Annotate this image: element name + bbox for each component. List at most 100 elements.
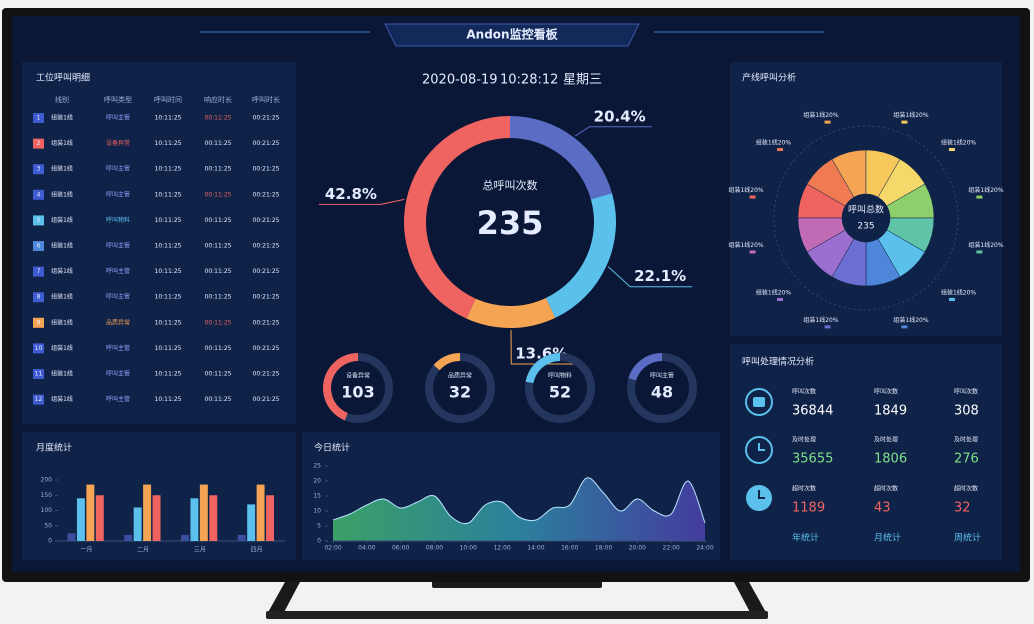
y-tick-label: 100: [41, 507, 53, 514]
leader-line: [318, 198, 405, 205]
date: 2020-08-19: [422, 73, 498, 88]
stat-value: 36844: [792, 404, 833, 419]
table-cell: 00:11:25: [205, 191, 232, 198]
header-frame: [384, 23, 640, 47]
x-tick-label: 二月: [137, 547, 149, 554]
row-badge: [33, 317, 44, 328]
row-number: 7: [37, 268, 41, 275]
leader-line: [607, 266, 693, 288]
column-header: 呼叫类型: [104, 95, 132, 104]
row-badge: [33, 189, 44, 200]
bar: [152, 495, 161, 541]
y-tick-label: 5: [317, 523, 321, 530]
rose-total: 235: [857, 222, 874, 232]
donut-segment: [403, 116, 510, 319]
row-number: 1: [37, 115, 41, 122]
panel-title: 工位呼叫明细: [36, 72, 90, 84]
bar: [247, 504, 256, 541]
table-cell: 00:11:25: [205, 319, 232, 326]
table-cell: 00:21:25: [253, 166, 280, 173]
row-badge: [33, 215, 44, 226]
table-cell: 组装1线: [51, 114, 73, 122]
gauge-label: 呼叫物料: [548, 372, 572, 380]
gauge-value: 103: [341, 383, 374, 402]
table-cell: 组装1线: [51, 293, 73, 301]
bar: [180, 534, 189, 541]
rose-label-marker: [976, 250, 983, 254]
row-badge: [33, 343, 44, 354]
bar: [190, 498, 199, 541]
table-cell: 组装1线: [51, 139, 73, 147]
table-cell: 00:21:25: [253, 396, 280, 403]
icon-handled: [745, 436, 773, 464]
table-cell: 00:11:25: [205, 396, 232, 403]
row-number: 8: [37, 294, 41, 301]
stat-label: 呼叫次数: [874, 388, 898, 396]
gauge-label: 品质异常: [448, 372, 472, 380]
x-tick-label: 一月: [80, 547, 92, 554]
table-cell: 呼叫物料: [106, 216, 130, 224]
row-number: 10: [35, 345, 43, 352]
table-cell: 10:11:25: [155, 115, 182, 122]
x-tick-label: 18:00: [595, 545, 612, 552]
stat-label: 超时次数: [874, 485, 898, 493]
stat-label: 及时处理: [874, 436, 898, 444]
table-cell: 10:11:25: [155, 319, 182, 326]
stat-label: 及时处理: [792, 436, 816, 444]
table-cell: 组装1线: [51, 190, 73, 198]
y-tick-label: 15: [313, 493, 321, 500]
rose-value-label: 组装1线20%: [728, 241, 763, 249]
rose-label-marker: [777, 148, 784, 152]
rose-hole: [842, 194, 890, 242]
weekday: 星期三: [563, 73, 602, 88]
stat-value: 1849: [874, 404, 907, 419]
table-cell: 00:11:25: [205, 115, 232, 122]
row-badge: [33, 292, 44, 303]
time: 10:28:12: [500, 73, 558, 88]
stat-value: 308: [954, 404, 979, 419]
table-cell: 10:11:25: [155, 166, 182, 173]
table-cell: 10:11:25: [155, 371, 182, 378]
rose-value-label: 组装1线20%: [756, 288, 791, 296]
row-badge: [33, 138, 44, 149]
panel-title: 月度统计: [36, 442, 72, 454]
stat-footer: 月统计: [874, 532, 901, 544]
table-cell: 00:11:25: [205, 371, 232, 378]
bar: [124, 534, 133, 541]
table-cell: 组装1线: [51, 370, 73, 378]
table-cell: 00:21:25: [253, 140, 280, 147]
x-tick-label: 08:00: [426, 545, 443, 552]
donut-value-label: 22.1%: [634, 267, 686, 285]
donut-segment: [510, 116, 613, 200]
donut-value-label: 42.8%: [325, 185, 377, 203]
table-cell: 10:11:25: [155, 140, 182, 147]
x-tick-label: 04:00: [358, 545, 375, 552]
table-cell: 组装1线: [51, 165, 73, 173]
table-cell: 00:11:25: [205, 294, 232, 301]
x-tick-label: 02:00: [324, 545, 341, 552]
rose-label-marker: [901, 325, 908, 329]
rose-label-marker: [824, 120, 831, 124]
table-cell: 00:11:25: [205, 166, 232, 173]
bar: [133, 507, 142, 541]
table-cell: 10:11:25: [155, 294, 182, 301]
table-cell: 呼叫主管: [106, 293, 130, 301]
x-tick-label: 10:00: [460, 545, 477, 552]
y-tick-label: 150: [41, 492, 53, 499]
stat-value: 43: [874, 501, 891, 516]
rose-value-label: 组装1线20%: [893, 316, 928, 324]
rose-label-marker: [824, 325, 831, 329]
y-tick-label: 200: [41, 477, 53, 484]
table-cell: 呼叫主管: [106, 370, 130, 378]
bar: [256, 484, 265, 541]
column-header: 呼叫时间: [154, 95, 182, 104]
row-number: 5: [37, 217, 41, 224]
row-number: 9: [37, 319, 41, 326]
panel: [22, 62, 296, 424]
stat-label: 呼叫次数: [954, 388, 978, 396]
stat-value: 1806: [874, 452, 907, 467]
bar: [95, 495, 104, 541]
bar: [266, 495, 275, 541]
icon-timeout: [746, 485, 772, 511]
row-badge: [33, 241, 44, 251]
